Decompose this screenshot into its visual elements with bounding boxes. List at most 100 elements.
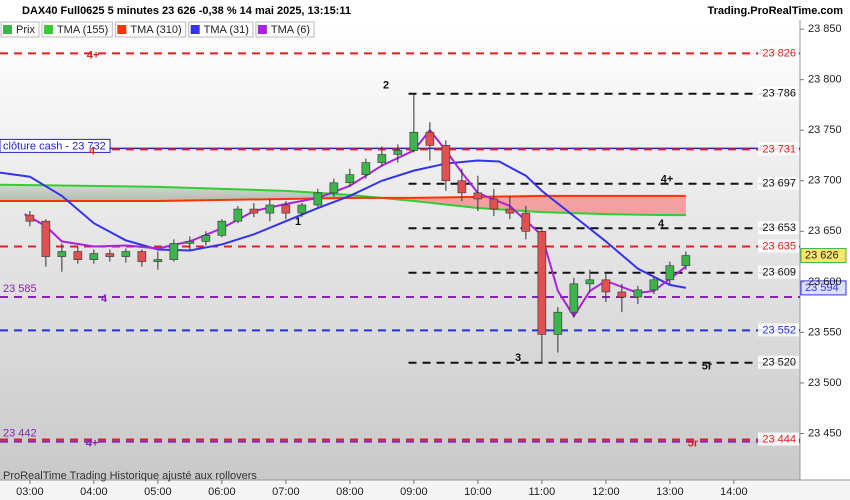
candle-body xyxy=(601,279,611,293)
level-note: 4+ xyxy=(661,174,674,186)
candle-body xyxy=(153,259,163,262)
legend-swatch xyxy=(117,25,127,34)
x-tick-label: 06:00 xyxy=(208,486,236,498)
y-tick-label: 23 750 xyxy=(808,124,842,136)
candle-body xyxy=(457,180,467,194)
price-tag-bg xyxy=(758,221,799,235)
legend-label: TMA (31) xyxy=(204,24,249,36)
price-tag: 23 442 xyxy=(3,427,37,439)
price-tag: 23 444 xyxy=(762,433,796,445)
x-tick-label: 03:00 xyxy=(16,486,44,498)
plot xyxy=(0,52,800,443)
price-tag: 23 552 xyxy=(762,324,796,336)
candle-body xyxy=(89,253,99,260)
x-tick-label: 13:00 xyxy=(656,486,684,498)
legend-label: Prix xyxy=(16,24,35,36)
candle-body xyxy=(265,204,275,214)
header xyxy=(0,0,850,20)
plot-area xyxy=(0,20,800,480)
indicator-line xyxy=(0,159,687,289)
candle-body xyxy=(585,279,595,285)
level-note: 5r xyxy=(702,361,713,373)
indicator-line xyxy=(0,183,686,217)
legend-frame xyxy=(188,21,254,38)
legend: Prix TMA (155) TMA (310) TMA (31) TMA (6) xyxy=(0,21,315,38)
x-tick-label: 14:00 xyxy=(720,486,748,498)
x-tick-label: 08:00 xyxy=(336,486,364,498)
candle-body xyxy=(233,208,243,222)
legend-frame xyxy=(41,21,113,38)
candle-body xyxy=(553,311,563,335)
candle-body xyxy=(633,289,643,298)
price-tag: 23 609 xyxy=(762,267,796,279)
candle-body xyxy=(185,241,195,244)
tma-band xyxy=(381,195,686,216)
candle-body xyxy=(105,253,115,257)
candle-body xyxy=(361,162,371,175)
x-tick-label: 04:00 xyxy=(80,486,108,498)
candle-body xyxy=(137,251,147,262)
chart-title: DAX40 Full0625 5 minutes 23 626 -0,38 % … xyxy=(22,5,351,17)
footer: ProRealTime Trading Historique ajusté au… xyxy=(3,470,257,482)
last-tag-box xyxy=(800,280,847,296)
candle-body xyxy=(505,208,515,214)
x-tick-label: 12:00 xyxy=(592,486,620,498)
price-tag: 23 635 xyxy=(762,240,796,252)
y-tick-label: 23 850 xyxy=(808,23,842,35)
price-tag: 23 731 xyxy=(762,143,796,155)
y-tick-label: 23 500 xyxy=(808,377,842,389)
indicator-line xyxy=(0,194,686,202)
legend-frame xyxy=(255,21,315,38)
y-tick-label: 23 600 xyxy=(808,276,842,288)
last-price: 23 626 xyxy=(805,249,839,261)
source: Trading.ProRealTime.com xyxy=(707,5,843,17)
price-tag-bg xyxy=(758,142,799,156)
x-tick-label: 11:00 xyxy=(529,486,556,498)
candle-body xyxy=(73,251,83,260)
candle-body xyxy=(409,131,419,151)
last-price-box xyxy=(800,248,847,264)
last-tag: 23 594 xyxy=(805,282,839,294)
candle-body xyxy=(169,243,179,260)
level-note: 4 xyxy=(658,218,665,230)
candle-body xyxy=(249,208,259,214)
candle-body xyxy=(617,291,627,298)
level-note: 2 xyxy=(383,80,389,92)
candle-body xyxy=(665,265,675,281)
legend-label: TMA (155) xyxy=(57,24,108,36)
candle-body xyxy=(393,150,403,155)
candle-body xyxy=(41,220,51,257)
candle-body xyxy=(521,212,531,232)
candle-body xyxy=(57,251,67,257)
price-tag-bg xyxy=(758,176,799,190)
candle-body xyxy=(473,192,483,200)
y-tick-label: 23 450 xyxy=(808,427,842,439)
price-tag: 23 826 xyxy=(762,47,796,59)
annotation: 3 xyxy=(515,352,521,364)
price-tag: 23 697 xyxy=(762,178,796,190)
annotation: 1 xyxy=(295,216,301,228)
price-tag: 23 653 xyxy=(762,222,796,234)
price-tag-bg xyxy=(758,46,799,60)
overlay: 23 826 4+ 23 786 2 clôture cash - 23 732 23 7… xyxy=(0,21,847,449)
legend-swatch xyxy=(257,25,267,34)
candle-body xyxy=(281,204,291,214)
legend-swatch xyxy=(3,25,12,34)
x-tick-label: 07:00 xyxy=(272,486,300,498)
level-note: 4+ xyxy=(87,49,100,61)
x-tick-label: 05:00 xyxy=(144,486,172,498)
legend-frame xyxy=(0,21,40,38)
candle-body xyxy=(313,192,323,206)
price-tag: 23 585 xyxy=(3,283,37,295)
legend-label: TMA (6) xyxy=(271,24,310,36)
price-tag: clôture cash - 23 732 xyxy=(3,140,106,152)
price-tag-bg xyxy=(758,323,799,337)
x-tick-label: 09:00 xyxy=(400,486,428,498)
candle-body xyxy=(569,283,579,313)
y-tick-label: 23 550 xyxy=(808,326,842,338)
price-tag-bg xyxy=(758,355,799,369)
candle-body xyxy=(345,174,355,184)
candle-body xyxy=(25,214,35,222)
candle-body xyxy=(217,220,227,236)
y-tick-label: 23 650 xyxy=(808,225,842,237)
